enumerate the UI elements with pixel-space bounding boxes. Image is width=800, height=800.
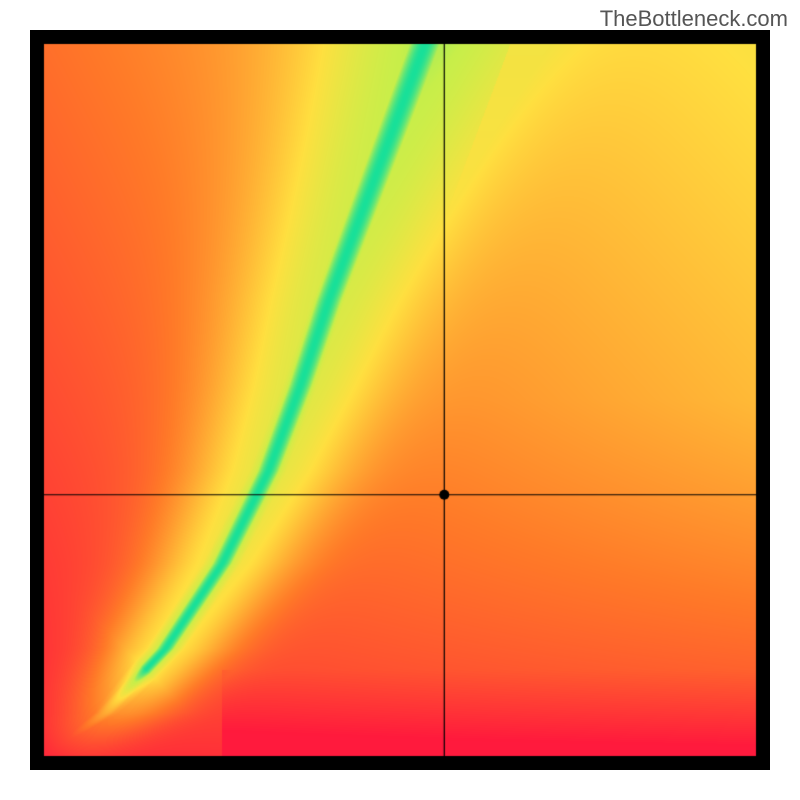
watermark-text: TheBottleneck.com: [600, 6, 788, 32]
plot-frame: [30, 30, 770, 770]
heatmap-canvas: [30, 30, 770, 770]
